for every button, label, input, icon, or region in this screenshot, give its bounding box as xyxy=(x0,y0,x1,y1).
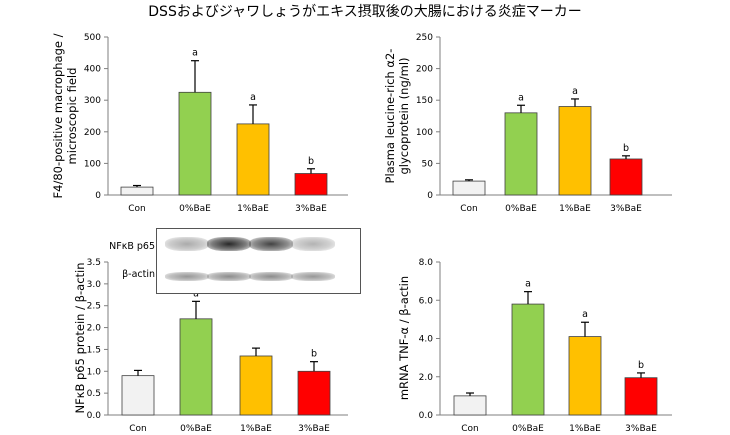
y-tick-label: 0 xyxy=(427,191,433,201)
bar-3-bae xyxy=(624,377,658,416)
y-tick-label: 100 xyxy=(84,159,101,169)
chart-panel-4: 0.0 2.0 4.0 6.0 8.0 mRNA TNF-α / β-actin Con a 0… xyxy=(397,258,672,434)
category-label: 1%BaE xyxy=(559,204,591,214)
significance-letter: a xyxy=(518,92,524,103)
bar-con xyxy=(121,375,155,416)
blot-label-nfkb: NFκB p65 xyxy=(109,241,155,252)
category-label: 0%BaE xyxy=(512,424,544,434)
bar-1-bae xyxy=(568,336,602,416)
western-blot-image: NFκB p65 β-actin xyxy=(109,228,361,294)
blot-band-nfkb xyxy=(291,237,335,251)
page-title: DSSおよびジャワしょうがエキス摂取後の大腸における炎症マーカー xyxy=(148,4,582,20)
category-label: 1%BaE xyxy=(569,424,601,434)
blot-band-actin xyxy=(207,272,251,281)
bar-3-bae xyxy=(294,173,328,196)
bar-0-bae xyxy=(511,303,545,416)
y-tick-label: 6.0 xyxy=(419,296,434,306)
blot-band-actin xyxy=(291,272,335,281)
bar-0-bae xyxy=(504,112,538,196)
significance-letter: b xyxy=(308,156,314,167)
y-tick-label: 200 xyxy=(416,65,433,75)
y-tick-label: 0.0 xyxy=(419,411,434,421)
bar-con xyxy=(452,180,486,196)
y-tick-label: 3.0 xyxy=(87,280,102,290)
blot-band-row-nfkb xyxy=(157,235,360,253)
y-tick-label: 150 xyxy=(416,96,433,106)
y-tick-label: 100 xyxy=(416,128,433,138)
y-axis-title: glycoprotein (ng/ml) xyxy=(397,57,411,174)
category-label: Con xyxy=(460,204,478,214)
blot-band-actin xyxy=(165,272,209,281)
blot-label-actin: β-actin xyxy=(122,269,155,280)
category-label: Con xyxy=(461,424,479,434)
bar-3-bae xyxy=(609,158,643,196)
bar-0-bae xyxy=(178,91,212,196)
category-label: 1%BaE xyxy=(240,424,272,434)
category-label: Con xyxy=(128,204,146,214)
chart-panel-1: 0 100 200 300 400 500 F4/80-positive macrophag… xyxy=(51,33,348,214)
y-tick-label: 0.5 xyxy=(87,389,101,399)
category-label: 3%BaE xyxy=(610,204,642,214)
y-tick-label: 2.0 xyxy=(87,324,102,334)
y-tick-label: 200 xyxy=(84,128,101,138)
y-tick-label: 2.5 xyxy=(87,302,101,312)
y-tick-label: 8.0 xyxy=(419,258,434,268)
y-tick-label: 250 xyxy=(416,33,433,43)
bar-1-bae xyxy=(236,123,270,196)
y-tick-label: 0 xyxy=(95,191,101,201)
category-label: 0%BaE xyxy=(180,424,212,434)
blot-band-row-actin xyxy=(157,270,360,284)
significance-letter: a xyxy=(525,279,531,290)
y-tick-label: 4.0 xyxy=(419,335,434,345)
y-tick-label: 0.0 xyxy=(87,411,102,421)
category-label: 0%BaE xyxy=(505,204,537,214)
y-axis-title: F4/80-positive macrophage / xyxy=(51,33,65,198)
y-tick-label: 400 xyxy=(84,65,101,75)
blot-band-nfkb xyxy=(249,237,293,251)
significance-letter: b xyxy=(638,360,644,371)
y-tick-label: 1.5 xyxy=(87,345,101,355)
y-tick-label: 1.0 xyxy=(87,367,102,377)
chart-panel-2: 0 50 100 150 200 250 Plasma leucine-rich α2- gl… xyxy=(383,33,672,214)
significance-letter: a xyxy=(582,309,588,320)
y-tick-label: 500 xyxy=(84,33,101,43)
y-tick-label: 3.5 xyxy=(87,258,101,268)
category-label: 3%BaE xyxy=(298,424,330,434)
blot-band-nfkb xyxy=(207,237,251,251)
y-tick-label: 50 xyxy=(422,159,434,169)
bar-1-bae xyxy=(239,355,273,416)
y-tick-label: 300 xyxy=(84,96,101,106)
bar-con xyxy=(120,186,154,196)
significance-letter: a xyxy=(572,86,578,97)
bar-1-bae xyxy=(558,106,592,196)
y-axis-title: mRNA TNF-α / β-actin xyxy=(397,276,411,400)
blot-band-nfkb xyxy=(165,237,209,251)
y-axis-title: Plasma leucine-rich α2- xyxy=(383,49,397,184)
category-label: 1%BaE xyxy=(237,204,269,214)
significance-letter: b xyxy=(311,349,317,360)
y-axis-title: microscopic field xyxy=(65,68,79,165)
bar-0-bae xyxy=(179,318,213,416)
significance-letter: b xyxy=(623,143,629,154)
category-label: 3%BaE xyxy=(295,204,327,214)
blot-band-actin xyxy=(249,272,293,281)
category-label: Con xyxy=(129,424,147,434)
category-label: 0%BaE xyxy=(179,204,211,214)
bar-con xyxy=(453,395,487,416)
significance-letter: a xyxy=(250,92,256,103)
significance-letter: a xyxy=(192,48,198,59)
bar-3-bae xyxy=(297,370,331,416)
y-axis-title: NFκB p65 protein / β-actin xyxy=(73,262,87,413)
category-label: 3%BaE xyxy=(625,424,657,434)
y-tick-label: 2.0 xyxy=(419,373,434,383)
